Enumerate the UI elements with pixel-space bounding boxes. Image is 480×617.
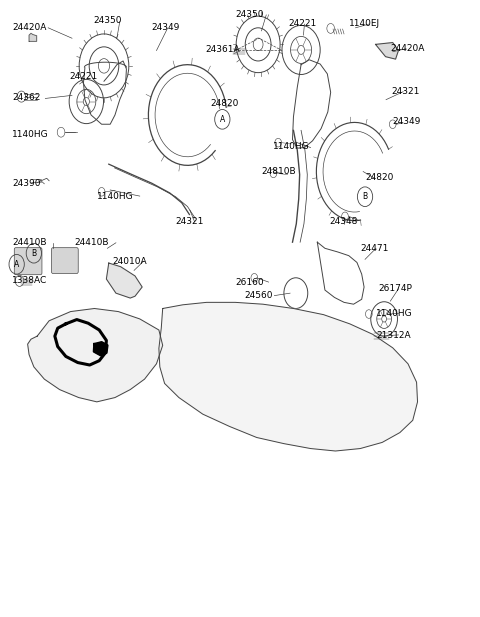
Text: 24420A: 24420A (12, 23, 46, 31)
Text: 1140HG: 1140HG (376, 309, 413, 318)
Polygon shape (375, 43, 398, 59)
Text: 24221: 24221 (69, 72, 97, 81)
Text: 24221: 24221 (288, 19, 317, 28)
Text: 1140HG: 1140HG (12, 130, 48, 139)
Text: 24348: 24348 (330, 217, 358, 226)
Text: 24420A: 24420A (391, 44, 425, 52)
Text: 24820: 24820 (210, 99, 239, 109)
FancyBboxPatch shape (14, 247, 42, 275)
Text: 1338AC: 1338AC (12, 276, 47, 285)
Text: 24390: 24390 (12, 179, 40, 188)
Polygon shape (159, 302, 418, 451)
Text: 24560: 24560 (245, 291, 273, 300)
Text: 26174P: 26174P (378, 284, 412, 293)
Text: 24410B: 24410B (74, 238, 108, 247)
Text: 1140HG: 1140HG (274, 143, 310, 151)
Text: A: A (220, 115, 225, 124)
Text: 24321: 24321 (392, 87, 420, 96)
Text: 1140EJ: 1140EJ (349, 19, 380, 28)
FancyBboxPatch shape (51, 247, 78, 273)
Polygon shape (94, 342, 108, 355)
Text: B: B (31, 249, 36, 258)
Text: 26160: 26160 (235, 278, 264, 286)
Polygon shape (29, 33, 36, 41)
Text: 24350: 24350 (235, 10, 264, 19)
Polygon shape (28, 308, 163, 402)
Text: 24362: 24362 (12, 93, 40, 102)
Text: A: A (14, 260, 19, 269)
Text: 24820: 24820 (365, 173, 394, 182)
Polygon shape (107, 263, 142, 298)
Text: 1140HG: 1140HG (97, 192, 133, 201)
Text: B: B (362, 193, 368, 201)
Text: 24471: 24471 (361, 244, 389, 254)
Text: 24810B: 24810B (262, 167, 296, 176)
Text: 24361A: 24361A (205, 46, 240, 54)
Text: 24349: 24349 (152, 23, 180, 31)
Text: 24410B: 24410B (12, 238, 47, 247)
Text: 24349: 24349 (393, 117, 421, 126)
Text: 24010A: 24010A (112, 257, 147, 266)
Text: 24321: 24321 (176, 217, 204, 226)
Text: 24350: 24350 (93, 16, 121, 25)
Text: 21312A: 21312A (376, 331, 410, 340)
